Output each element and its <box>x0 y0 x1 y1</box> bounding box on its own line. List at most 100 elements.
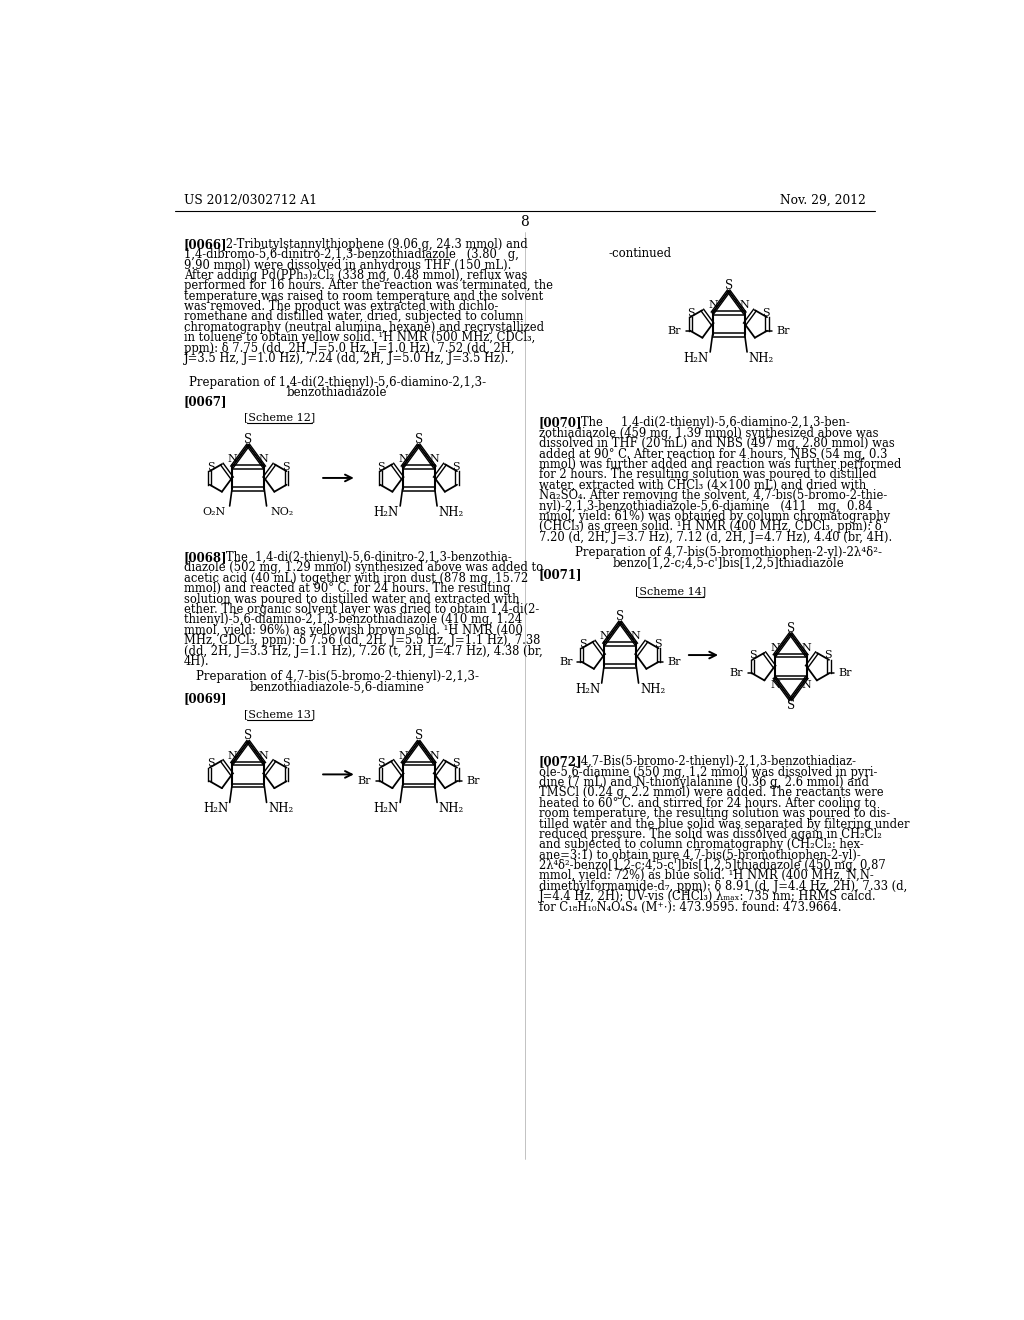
Text: S: S <box>282 462 290 471</box>
Text: 4H).: 4H). <box>183 655 210 668</box>
Text: ether. The organic solvent layer was dried to obtain 1,4-di(2-: ether. The organic solvent layer was dri… <box>183 603 539 616</box>
Text: S: S <box>786 698 795 711</box>
Text: US 2012/0302712 A1: US 2012/0302712 A1 <box>183 194 316 207</box>
Text: dissolved in THF (20 mL) and NBS (497 mg, 2.80 mmol) was: dissolved in THF (20 mL) and NBS (497 mg… <box>539 437 895 450</box>
Text: S: S <box>415 730 423 742</box>
Text: N: N <box>227 751 238 760</box>
Text: N: N <box>631 631 640 642</box>
Text: N: N <box>600 631 609 642</box>
Text: [0070]: [0070] <box>539 416 583 429</box>
Text: Nov. 29, 2012: Nov. 29, 2012 <box>780 194 866 207</box>
Text: N: N <box>259 751 268 760</box>
Text: NH₂: NH₂ <box>438 803 464 814</box>
Text: mmol) was further added and reaction was further performed: mmol) was further added and reaction was… <box>539 458 901 471</box>
Text: S: S <box>453 462 460 471</box>
Text: [Scheme 14]: [Scheme 14] <box>635 586 707 595</box>
Text: N: N <box>429 751 439 760</box>
Text: ane=3:1) to obtain pure 4,7-bis(5-bromothiophen-2-yl)-: ane=3:1) to obtain pure 4,7-bis(5-bromot… <box>539 849 860 862</box>
Text: dine (7 mL) and N-thionylalanine (0.36 g, 2.6 mmol) and: dine (7 mL) and N-thionylalanine (0.36 g… <box>539 776 868 789</box>
Text: 2λ⁴δ²-benzo[1,2-c;4,5-c']bis[1,2,5]thiadiazole (450 mg, 0.87: 2λ⁴δ²-benzo[1,2-c;4,5-c']bis[1,2,5]thiad… <box>539 859 886 873</box>
Text: S: S <box>244 730 252 742</box>
Text: for C₁₈H₁₀N₄O₄S₄ (M⁺⋅): 473.9595. found: 473.9664.: for C₁₈H₁₀N₄O₄S₄ (M⁺⋅): 473.9595. found:… <box>539 900 842 913</box>
Text: Br: Br <box>357 776 371 787</box>
Text: NO₂: NO₂ <box>270 507 294 517</box>
Text: zothiadiazole (459 mg, 1.39 mmol) synthesized above was: zothiadiazole (459 mg, 1.39 mmol) synthe… <box>539 426 879 440</box>
Text: S: S <box>786 622 795 635</box>
Text: Br: Br <box>668 657 681 667</box>
Text: S: S <box>377 462 385 471</box>
Text: N: N <box>709 301 718 310</box>
Text: [0066]: [0066] <box>183 238 227 251</box>
Text: [Scheme 12]: [Scheme 12] <box>244 412 314 422</box>
Text: N: N <box>770 680 780 690</box>
Text: for 2 hours. The resulting solution was poured to distilled: for 2 hours. The resulting solution was … <box>539 469 877 482</box>
Text: romethane and distilled water, dried, subjected to column: romethane and distilled water, dried, su… <box>183 310 523 323</box>
Text: N: N <box>398 454 409 465</box>
Text: (dd, 2H, J=3.3 Hz, J=1.1 Hz), 7.26 (t, 2H, J=4.7 Hz), 4.38 (br,: (dd, 2H, J=3.3 Hz, J=1.1 Hz), 7.26 (t, 2… <box>183 644 543 657</box>
Text: benzothiadiazole: benzothiadiazole <box>287 387 387 400</box>
Text: S: S <box>763 308 770 318</box>
Text: N: N <box>801 680 811 690</box>
Text: S: S <box>415 433 423 446</box>
Text: [0071]: [0071] <box>539 568 583 581</box>
Text: 2-Tributylstannylthiophene (9.06 g, 24.3 mmol) and: 2-Tributylstannylthiophene (9.06 g, 24.3… <box>215 238 527 251</box>
Text: J=3.5 Hz, J=1.0 Hz), 7.24 (dd, 2H, J=5.0 Hz, J=3.5 Hz).: J=3.5 Hz, J=1.0 Hz), 7.24 (dd, 2H, J=5.0… <box>183 352 509 366</box>
Text: S: S <box>654 639 662 648</box>
Text: NH₂: NH₂ <box>749 351 774 364</box>
Text: mmol, yield: 96%) as yellowish brown solid. ¹H NMR (400: mmol, yield: 96%) as yellowish brown sol… <box>183 624 522 636</box>
Text: thienyl)-5,6-diamino-2,1,3-benzothiadiazole (410 mg, 1.24: thienyl)-5,6-diamino-2,1,3-benzothiadiaz… <box>183 614 522 627</box>
Text: [0069]: [0069] <box>183 692 227 705</box>
Text: 4,7-Bis(5-bromo-2-thienyl)-2,1,3-benzothiadiaz-: 4,7-Bis(5-bromo-2-thienyl)-2,1,3-benzoth… <box>569 755 856 768</box>
Text: H₂N: H₂N <box>374 506 398 519</box>
Text: Preparation of 4,7-bis(5-bromothiophen-2-yl)-2λ⁴δ²-: Preparation of 4,7-bis(5-bromothiophen-2… <box>575 545 882 558</box>
Text: Preparation of 4,7-bis(5-bromo-2-thienyl)-2,1,3-: Preparation of 4,7-bis(5-bromo-2-thienyl… <box>196 671 479 684</box>
Text: Br: Br <box>729 668 743 678</box>
Text: [0068]: [0068] <box>183 552 227 564</box>
Text: S: S <box>207 758 214 768</box>
Text: The  1,4-di(2-thienyl)-5,6-dinitro-2,1,3-benzothia-: The 1,4-di(2-thienyl)-5,6-dinitro-2,1,3-… <box>215 552 512 564</box>
Text: benzo[1,2-c;4,5-c']bis[1,2,5]thiadiazole: benzo[1,2-c;4,5-c']bis[1,2,5]thiadiazole <box>612 557 845 569</box>
Text: 8: 8 <box>520 215 529 228</box>
Text: 1,4-dibromo-5,6-dinitro-2,1,3-benzothiadiazole   (3.80   g,: 1,4-dibromo-5,6-dinitro-2,1,3-benzothiad… <box>183 248 519 261</box>
Text: in toluene to obtain yellow solid. ¹H NMR (500 MHz, CDCl₃,: in toluene to obtain yellow solid. ¹H NM… <box>183 331 536 345</box>
Text: dimethylformamide-d₇, ppm): δ 8.91 (d, J=4.4 Hz, 2H), 7.33 (d,: dimethylformamide-d₇, ppm): δ 8.91 (d, J… <box>539 880 907 892</box>
Text: tilled water and the blue solid was separated by filtering under: tilled water and the blue solid was sepa… <box>539 817 909 830</box>
Text: N: N <box>770 643 780 653</box>
Text: H₂N: H₂N <box>683 351 709 364</box>
Text: S: S <box>282 758 290 768</box>
Text: J=4.4 Hz, 2H); UV-vis (CHCl₃) λₘₐₓ: 735 nm; HRMS calcd.: J=4.4 Hz, 2H); UV-vis (CHCl₃) λₘₐₓ: 735 … <box>539 890 877 903</box>
Text: S: S <box>453 758 460 768</box>
Text: performed for 16 hours. After the reaction was terminated, the: performed for 16 hours. After the reacti… <box>183 280 553 292</box>
Text: H₂N: H₂N <box>203 803 228 814</box>
Text: N: N <box>739 301 749 310</box>
Text: added at 90° C. After reaction for 4 hours, NBS (54 mg, 0.3: added at 90° C. After reaction for 4 hou… <box>539 447 887 461</box>
Text: -continued: -continued <box>608 247 672 260</box>
Text: temperature was raised to room temperature and the solvent: temperature was raised to room temperatu… <box>183 289 543 302</box>
Text: S: S <box>377 758 385 768</box>
Text: S: S <box>725 279 733 292</box>
Text: Br: Br <box>776 326 790 335</box>
Text: S: S <box>824 651 833 660</box>
Text: mmol, yield: 61%) was obtained by column chromatography: mmol, yield: 61%) was obtained by column… <box>539 510 890 523</box>
Text: The     1,4-di(2-thienyl)-5,6-diamino-2,1,3-ben-: The 1,4-di(2-thienyl)-5,6-diamino-2,1,3-… <box>569 416 850 429</box>
Text: benzothiadiazole-5,6-diamine: benzothiadiazole-5,6-diamine <box>250 681 425 694</box>
Text: Preparation of 1,4-di(2-thienyl)-5,6-diamino-2,1,3-: Preparation of 1,4-di(2-thienyl)-5,6-dia… <box>188 376 485 388</box>
Text: was removed. The product was extracted with dichlo-: was removed. The product was extracted w… <box>183 300 498 313</box>
Text: S: S <box>207 462 214 471</box>
Text: NH₂: NH₂ <box>268 803 293 814</box>
Text: O₂N: O₂N <box>203 507 226 517</box>
Text: nyl)-2,1,3-benzothiadiazole-5,6-diamine   (411   mg,  0.84: nyl)-2,1,3-benzothiadiazole-5,6-diamine … <box>539 499 872 512</box>
Text: N: N <box>259 454 268 465</box>
Text: 7.20 (d, 2H, J=3.7 Hz), 7.12 (d, 2H, J=4.7 Hz), 4.40 (br, 4H).: 7.20 (d, 2H, J=3.7 Hz), 7.12 (d, 2H, J=4… <box>539 531 892 544</box>
Text: room temperature, the resulting solution was poured to dis-: room temperature, the resulting solution… <box>539 807 890 820</box>
Text: diazole (502 mg, 1.29 mmol) synthesized above was added to: diazole (502 mg, 1.29 mmol) synthesized … <box>183 561 543 574</box>
Text: N: N <box>398 751 409 760</box>
Text: S: S <box>616 610 625 623</box>
Text: S: S <box>750 651 757 660</box>
Text: acetic acid (40 mL) together with iron dust (878 mg, 15.72: acetic acid (40 mL) together with iron d… <box>183 572 528 585</box>
Text: N: N <box>429 454 439 465</box>
Text: ppm): δ 7.75 (dd, 2H, J=5.0 Hz, J=1.0 Hz), 7.52 (dd, 2H,: ppm): δ 7.75 (dd, 2H, J=5.0 Hz, J=1.0 Hz… <box>183 342 514 355</box>
Text: mmol, yield: 72%) as blue solid. ¹H NMR (400 MHz, N,N-: mmol, yield: 72%) as blue solid. ¹H NMR … <box>539 870 873 883</box>
Text: S: S <box>687 308 695 318</box>
Text: Br: Br <box>559 657 572 667</box>
